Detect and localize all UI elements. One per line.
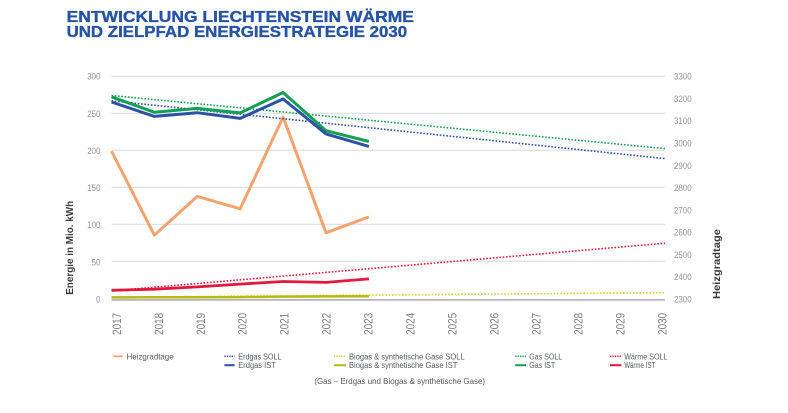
svg-text:(Gas – Erdgas und Biogas & syn: (Gas – Erdgas und Biogas & synthetische …	[314, 377, 485, 386]
svg-text:2025: 2025	[446, 313, 460, 335]
svg-text:Heizgradtage: Heizgradtage	[712, 229, 723, 299]
svg-text:Biogas & synthetische Gase IST: Biogas & synthetische Gase IST	[349, 361, 457, 370]
svg-text:2600: 2600	[674, 228, 692, 238]
svg-text:2700: 2700	[674, 205, 692, 215]
svg-text:2022: 2022	[320, 313, 334, 335]
svg-text:Gas IST: Gas IST	[529, 361, 555, 370]
svg-text:2300: 2300	[674, 294, 692, 304]
svg-text:2020: 2020	[236, 313, 250, 335]
svg-text:Erdgas SOLL: Erdgas SOLL	[238, 352, 282, 361]
svg-text:UND ZIELPFAD ENERGIESTRATEGIE: UND ZIELPFAD ENERGIESTRATEGIE 2030	[67, 24, 408, 41]
svg-text:2028: 2028	[571, 313, 585, 335]
svg-text:2900: 2900	[674, 161, 692, 171]
svg-text:Erdgas IST: Erdgas IST	[238, 361, 276, 370]
svg-text:2023: 2023	[362, 313, 376, 335]
svg-text:2800: 2800	[674, 183, 692, 193]
svg-text:3100: 3100	[674, 116, 692, 126]
svg-text:3200: 3200	[674, 94, 692, 104]
svg-text:ENTWICKLUNG LIECHTENSTEIN WÄRM: ENTWICKLUNG LIECHTENSTEIN WÄRME	[67, 8, 414, 26]
svg-text:2030: 2030	[655, 313, 669, 335]
svg-text:0: 0	[96, 294, 100, 304]
svg-text:Energie in Mio. kWh: Energie in Mio. kWh	[65, 201, 76, 295]
svg-text:100: 100	[87, 220, 100, 230]
svg-text:250: 250	[87, 109, 100, 119]
svg-text:3300: 3300	[674, 72, 692, 82]
svg-text:2026: 2026	[487, 313, 501, 335]
svg-text:2029: 2029	[613, 313, 627, 335]
svg-text:Biogas & synthetische Gase SOL: Biogas & synthetische Gase SOLL	[349, 352, 465, 361]
svg-text:Gas SOLL: Gas SOLL	[529, 352, 562, 361]
svg-text:2019: 2019	[194, 313, 208, 335]
svg-text:2024: 2024	[404, 313, 418, 335]
svg-text:300: 300	[87, 72, 100, 82]
svg-text:200: 200	[87, 146, 100, 156]
svg-text:2027: 2027	[529, 313, 543, 335]
svg-text:2021: 2021	[278, 313, 292, 335]
svg-text:Wärme SOLL: Wärme SOLL	[624, 352, 668, 361]
svg-text:150: 150	[87, 183, 100, 193]
svg-text:Heizgradtage: Heizgradtage	[127, 352, 175, 361]
svg-text:3000: 3000	[674, 139, 692, 149]
svg-text:2018: 2018	[152, 313, 166, 335]
svg-text:50: 50	[92, 257, 101, 267]
svg-text:2400: 2400	[674, 272, 692, 282]
svg-text:Wärme IST: Wärme IST	[624, 361, 655, 370]
svg-text:2017: 2017	[110, 313, 124, 335]
svg-text:2500: 2500	[674, 250, 692, 260]
